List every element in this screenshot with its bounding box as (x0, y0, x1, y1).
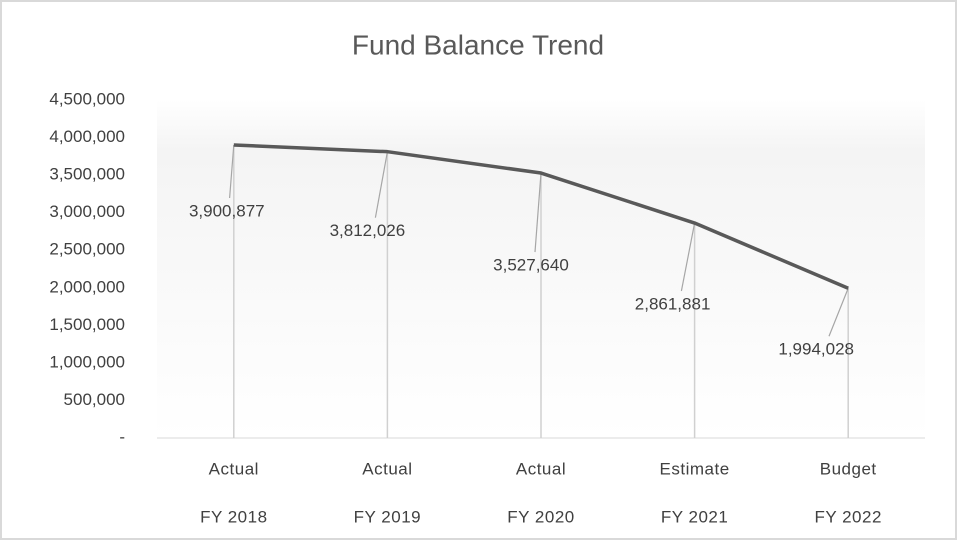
y-tick-label: 4,500,000 (49, 89, 125, 108)
leader-line (534, 172, 542, 253)
x-tick-label: FY 2021 (661, 507, 728, 526)
x-tick-label: FY 2018 (200, 507, 267, 526)
y-tick-label: 500,000 (64, 390, 125, 409)
x-tick-label: Actual (516, 459, 566, 478)
x-tick-label: Budget (820, 459, 877, 478)
y-tick-label: 2,000,000 (49, 277, 125, 296)
y-tick-label: 3,000,000 (49, 202, 125, 221)
leader-line (828, 288, 849, 337)
data-label: 2,861,881 (635, 295, 711, 314)
y-tick-label: 1,500,000 (49, 315, 125, 334)
x-tick-label: FY 2022 (814, 507, 881, 526)
y-tick-label: 1,000,000 (49, 352, 125, 371)
data-label: 3,900,877 (189, 201, 265, 220)
x-tick-label: Estimate (660, 459, 730, 478)
leader-line (680, 222, 696, 292)
data-label: 1,994,028 (778, 340, 854, 359)
y-tick-label: 2,500,000 (49, 240, 125, 259)
x-tick-label: Actual (209, 459, 259, 478)
x-tick-label: FY 2020 (507, 507, 574, 526)
x-tick-label: FY 2019 (354, 507, 421, 526)
leader-line (374, 151, 388, 218)
data-label: 3,812,026 (330, 221, 406, 240)
chart-title: Fund Balance Trend (352, 29, 604, 60)
y-tick-label: - (119, 427, 125, 446)
series-line (233, 143, 849, 290)
y-tick-label: 4,000,000 (49, 127, 125, 146)
leader-line (229, 144, 235, 199)
y-tick-label: 3,500,000 (49, 165, 125, 184)
data-label: 3,527,640 (493, 256, 569, 275)
x-tick-label: Actual (362, 459, 412, 478)
